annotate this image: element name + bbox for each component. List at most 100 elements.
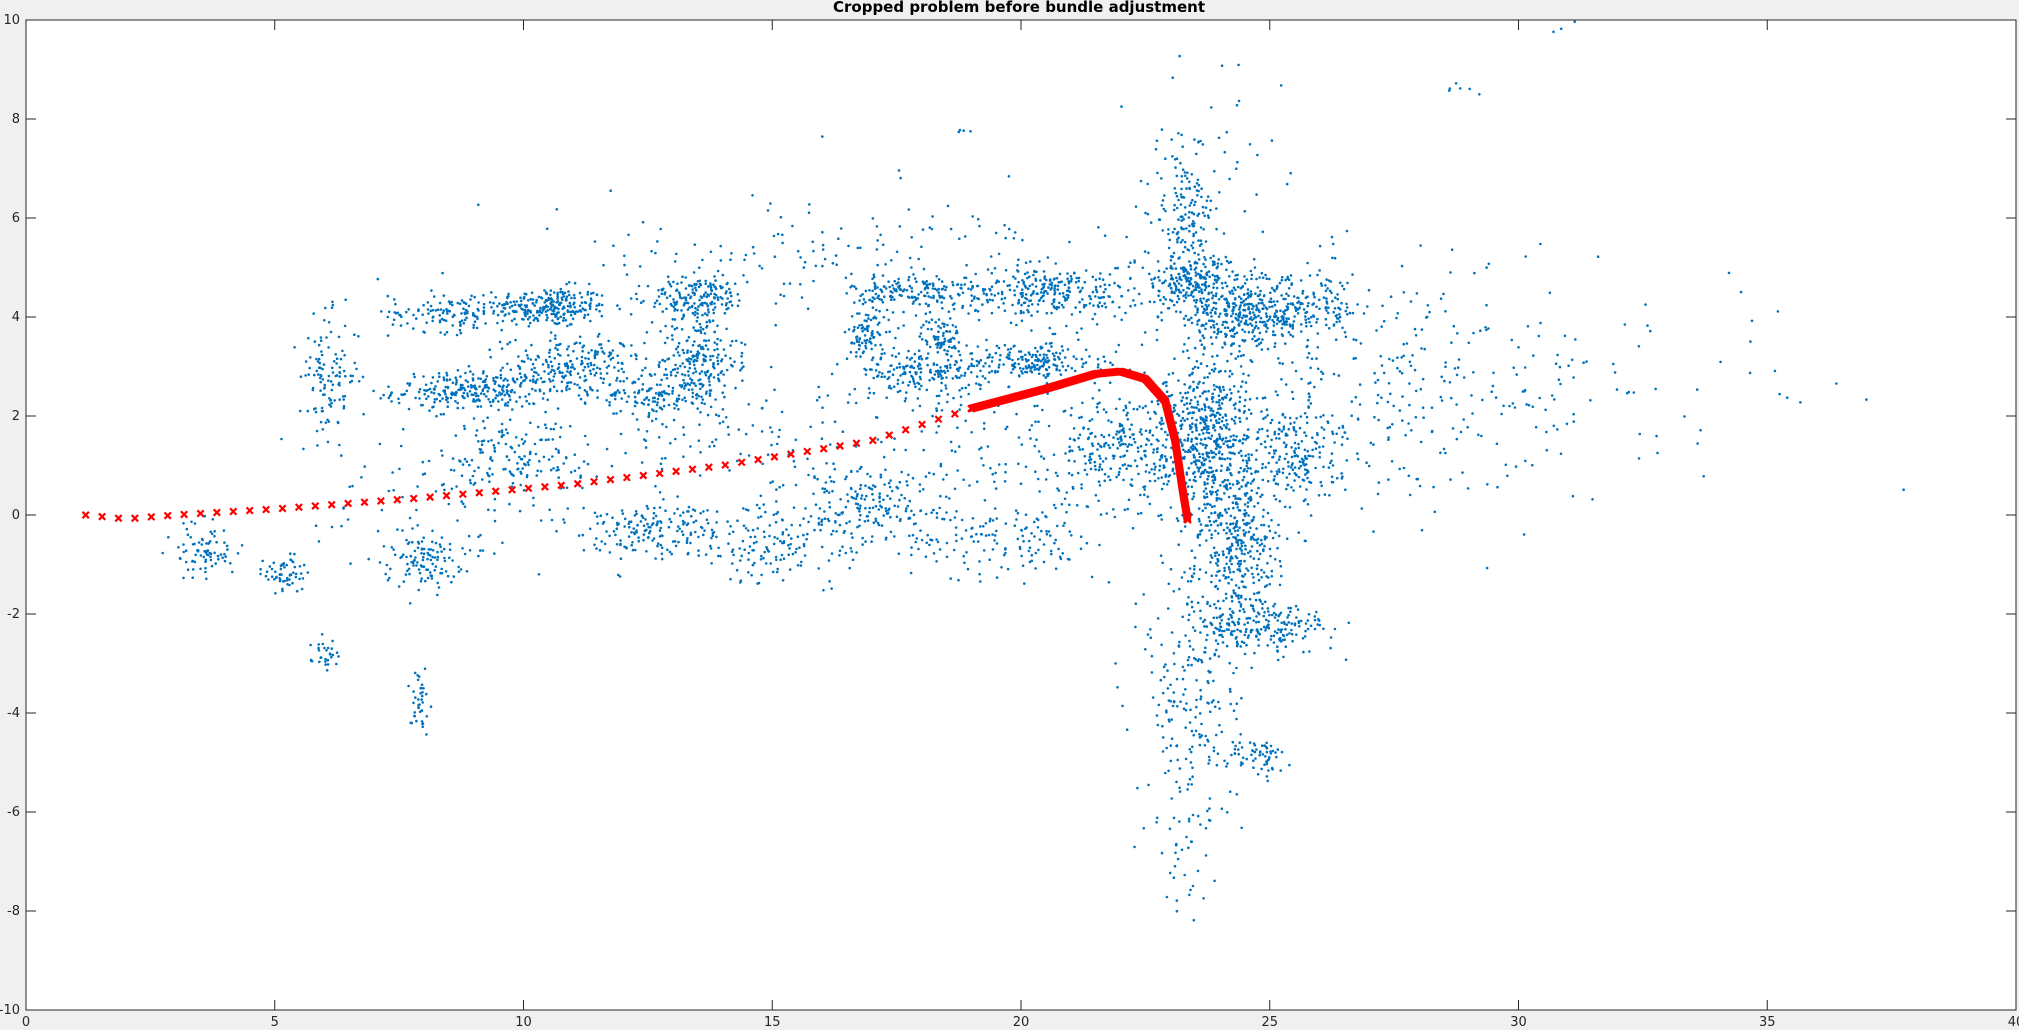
scatter-point (677, 407, 680, 411)
scatter-point (1188, 478, 1191, 482)
scatter-point (1263, 611, 1266, 614)
scatter-point (1190, 605, 1194, 609)
scatter-point (464, 308, 468, 312)
scatter-point (1325, 309, 1328, 312)
scatter-point (1164, 663, 1167, 666)
scatter-point (1200, 722, 1203, 726)
scatter-point (1221, 396, 1224, 400)
scatter-point (554, 334, 557, 337)
scatter-point (1178, 767, 1182, 770)
scatter-point (1231, 320, 1234, 324)
scatter-point (1083, 280, 1087, 284)
scatter-point (1023, 284, 1027, 288)
scatter-point (740, 341, 743, 345)
scatter-point (1197, 183, 1201, 187)
scatter-point (1228, 439, 1232, 443)
scatter-point (436, 308, 440, 312)
scatter-point (1169, 759, 1173, 763)
scatter-point (525, 399, 528, 403)
scatter-point (1179, 291, 1183, 294)
scatter-point (656, 401, 659, 404)
scatter-point (1214, 733, 1218, 737)
scatter-point (1256, 501, 1260, 505)
scatter-point (1221, 550, 1225, 553)
scatter-point (903, 370, 906, 374)
scatter-point (1017, 436, 1021, 439)
scatter-point (602, 352, 606, 355)
scatter-point (1190, 416, 1194, 420)
scatter-point (537, 373, 540, 377)
scatter-point (340, 454, 343, 457)
scatter-point (1199, 277, 1202, 280)
scatter-point (1213, 275, 1217, 278)
scatter-point (1249, 467, 1252, 470)
scatter-point (681, 398, 684, 402)
scatter-point (1264, 445, 1267, 449)
scatter-point (476, 307, 480, 311)
scatter-point (701, 383, 705, 387)
scatter-point (323, 319, 326, 322)
scatter-point (569, 381, 573, 384)
scatter-point (1085, 473, 1089, 476)
scatter-point (677, 341, 681, 345)
scatter-point (471, 373, 475, 376)
scatter-point (1186, 485, 1190, 488)
scatter-point (629, 313, 633, 316)
scatter-point (1216, 328, 1220, 332)
scatter-point (1157, 514, 1160, 518)
scatter-point (387, 385, 390, 389)
scatter-point (1088, 302, 1092, 305)
scatter-point (1183, 324, 1187, 327)
scatter-point (529, 358, 533, 361)
scatter-point (1292, 295, 1296, 298)
scatter-point (332, 360, 336, 363)
scatter-point (1237, 390, 1240, 393)
scatter-point (1215, 562, 1218, 565)
scatter-point (1204, 415, 1208, 418)
scatter-point (1194, 715, 1197, 719)
scatter-point (1207, 681, 1210, 685)
scatter-point (1138, 405, 1141, 408)
scatter-point (1289, 466, 1293, 469)
scatter-point (1039, 291, 1043, 294)
scatter-point (1270, 575, 1274, 578)
scatter-point (1214, 312, 1217, 315)
scatter-point (926, 327, 930, 331)
scatter-point (1182, 448, 1185, 452)
scatter-point (1141, 266, 1145, 270)
scatter-point (1305, 325, 1308, 328)
scatter-point (1301, 478, 1305, 482)
scatter-point (1011, 367, 1015, 371)
scatter-point (439, 331, 442, 334)
scatter-point (1228, 290, 1231, 294)
scatter-point (1081, 298, 1084, 301)
scatter-point (716, 347, 719, 351)
scatter-point (1249, 526, 1252, 530)
scatter-point (1170, 274, 1173, 277)
scatter-point (498, 302, 501, 305)
scatter-point (1017, 362, 1020, 366)
scatter-point (535, 371, 538, 375)
scatter-point (1221, 385, 1225, 389)
scatter-point (579, 397, 583, 401)
scatter-point (1221, 635, 1224, 639)
scatter-point (1282, 655, 1285, 659)
scatter-point (1199, 529, 1202, 533)
scatter-point (1200, 288, 1203, 291)
scatter-point (390, 392, 393, 395)
scatter-point (1264, 323, 1268, 326)
scatter-point (430, 381, 433, 385)
scatter-point (304, 374, 307, 377)
scatter-point (1266, 434, 1270, 438)
scatter-point (1238, 295, 1241, 299)
scatter-point (1097, 480, 1101, 484)
scatter-point (298, 409, 302, 413)
scatter-point (671, 392, 674, 395)
scatter-point (444, 393, 447, 396)
scatter-point (1162, 665, 1166, 669)
scatter-point (559, 315, 562, 319)
scatter-point (529, 297, 533, 301)
scatter-point (598, 367, 602, 371)
scatter-point (1255, 748, 1258, 751)
scatter-point (1272, 641, 1276, 644)
